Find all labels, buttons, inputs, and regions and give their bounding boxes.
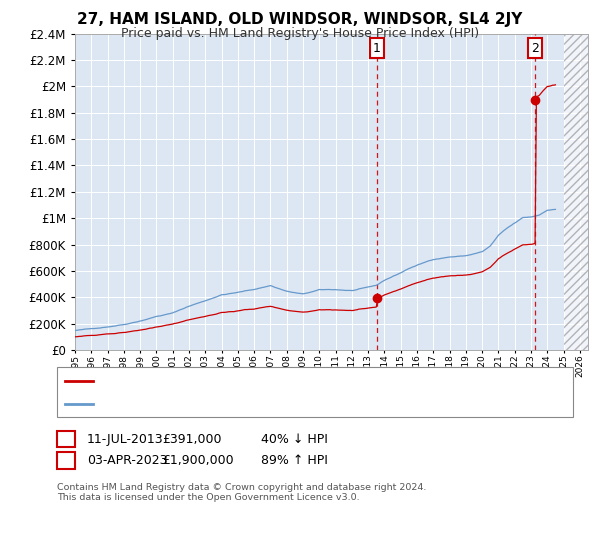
Text: HPI: Average price, detached house, Windsor and Maidenhead: HPI: Average price, detached house, Wind… (99, 399, 440, 409)
Text: 1: 1 (62, 432, 70, 446)
Text: 1: 1 (373, 41, 381, 54)
Text: Contains HM Land Registry data © Crown copyright and database right 2024.
This d: Contains HM Land Registry data © Crown c… (57, 483, 427, 502)
Text: 11-JUL-2013: 11-JUL-2013 (87, 432, 164, 446)
Text: 27, HAM ISLAND, OLD WINDSOR, WINDSOR, SL4 2JY (detached house): 27, HAM ISLAND, OLD WINDSOR, WINDSOR, SL… (99, 376, 484, 386)
Text: Price paid vs. HM Land Registry's House Price Index (HPI): Price paid vs. HM Land Registry's House … (121, 27, 479, 40)
Text: £391,000: £391,000 (162, 432, 221, 446)
Text: 2: 2 (531, 41, 539, 54)
Text: 89% ↑ HPI: 89% ↑ HPI (261, 454, 328, 467)
Text: 27, HAM ISLAND, OLD WINDSOR, WINDSOR, SL4 2JY: 27, HAM ISLAND, OLD WINDSOR, WINDSOR, SL… (77, 12, 523, 27)
Bar (563, 34, 588, 350)
Text: 2: 2 (62, 454, 70, 467)
Text: 40% ↓ HPI: 40% ↓ HPI (261, 432, 328, 446)
Text: £1,900,000: £1,900,000 (162, 454, 233, 467)
Text: 03-APR-2023: 03-APR-2023 (87, 454, 167, 467)
